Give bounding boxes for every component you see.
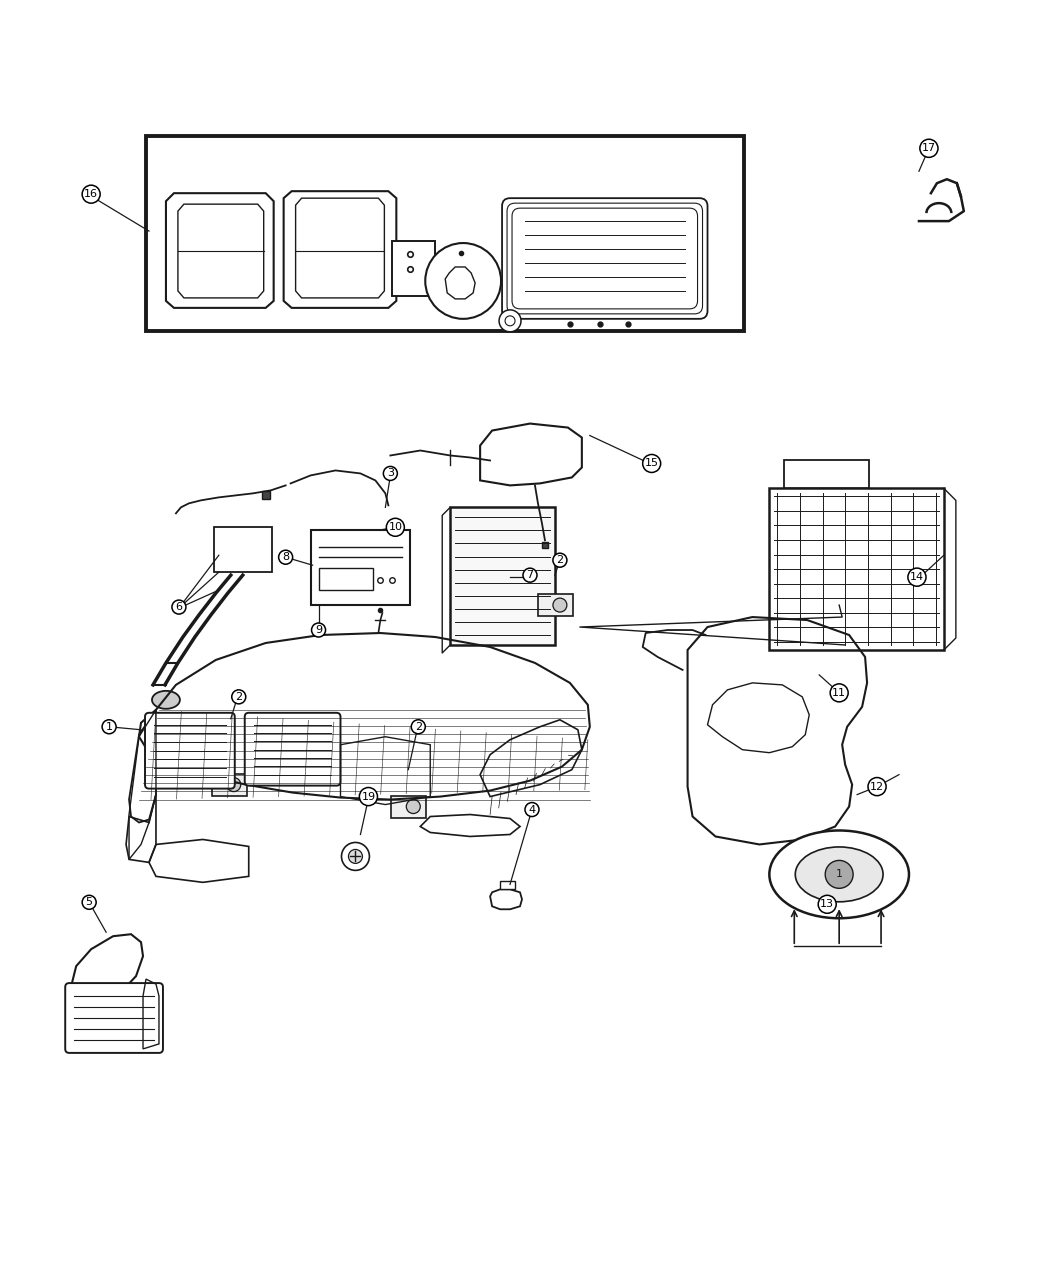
Bar <box>311 530 411 606</box>
Text: 2: 2 <box>556 555 564 565</box>
Text: 1: 1 <box>836 870 843 880</box>
Text: 8: 8 <box>282 552 289 562</box>
FancyBboxPatch shape <box>245 713 340 785</box>
Bar <box>500 881 516 890</box>
Ellipse shape <box>152 691 180 709</box>
Circle shape <box>553 598 567 612</box>
Circle shape <box>349 849 362 863</box>
Circle shape <box>227 778 240 792</box>
Text: 1: 1 <box>106 722 112 732</box>
Bar <box>146 136 744 330</box>
Bar <box>318 569 374 590</box>
Text: 16: 16 <box>84 189 98 199</box>
FancyBboxPatch shape <box>145 713 235 789</box>
Text: 14: 14 <box>910 572 924 583</box>
Bar <box>393 241 436 296</box>
Bar <box>538 594 573 616</box>
Bar <box>214 528 272 572</box>
Text: 7: 7 <box>526 570 533 580</box>
Circle shape <box>825 861 854 889</box>
Text: 13: 13 <box>820 899 834 909</box>
FancyBboxPatch shape <box>65 983 163 1053</box>
Text: 10: 10 <box>388 523 402 532</box>
Text: 6: 6 <box>175 602 183 612</box>
Text: 2: 2 <box>415 722 422 732</box>
Bar <box>392 796 426 817</box>
Ellipse shape <box>770 830 909 918</box>
Text: 2: 2 <box>235 692 243 701</box>
Text: 15: 15 <box>645 459 658 468</box>
Text: 4: 4 <box>528 805 536 815</box>
Bar <box>784 460 869 488</box>
Circle shape <box>341 843 370 871</box>
Text: 11: 11 <box>833 687 846 697</box>
FancyBboxPatch shape <box>502 198 708 319</box>
Text: 12: 12 <box>870 782 884 792</box>
Text: 9: 9 <box>315 625 322 635</box>
Circle shape <box>499 310 521 332</box>
Text: 17: 17 <box>922 143 936 153</box>
Ellipse shape <box>795 847 883 901</box>
FancyBboxPatch shape <box>512 208 697 309</box>
Circle shape <box>505 316 516 326</box>
Text: 19: 19 <box>361 792 376 802</box>
Text: 3: 3 <box>386 468 394 478</box>
Bar <box>770 488 944 650</box>
Bar <box>212 774 247 796</box>
Circle shape <box>406 799 420 813</box>
Bar <box>450 507 554 645</box>
FancyBboxPatch shape <box>507 203 702 314</box>
Circle shape <box>425 244 501 319</box>
Text: 5: 5 <box>86 898 92 908</box>
